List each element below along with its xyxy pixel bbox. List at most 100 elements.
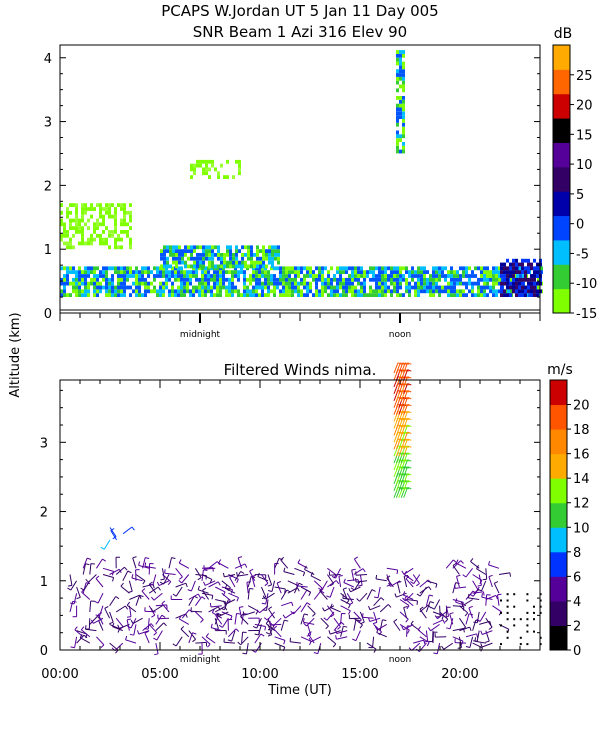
snr-cell <box>414 289 417 294</box>
wind-barb-feather <box>476 565 480 569</box>
snr-cell <box>156 293 159 297</box>
snr-cell <box>399 277 402 282</box>
snr-cell <box>414 285 417 290</box>
snr-cell <box>183 293 186 297</box>
snr-cell <box>184 253 187 257</box>
snr-cell <box>172 245 175 250</box>
snr-cell <box>506 274 509 278</box>
snr-cell <box>219 274 222 278</box>
snr-cell <box>202 264 205 269</box>
wind-barb-feather <box>159 581 164 585</box>
wind-barb-feather <box>85 625 87 630</box>
snr-cell <box>333 274 336 278</box>
snr-cell <box>232 264 235 269</box>
snr-cell <box>465 281 468 286</box>
snr-cell <box>537 277 540 282</box>
snr-cell <box>213 281 216 286</box>
snr-cell <box>285 293 288 297</box>
snr-cell <box>226 159 229 164</box>
snr-cell <box>84 281 87 286</box>
wind-barb-feather <box>229 575 234 578</box>
snr-cell <box>456 281 459 286</box>
snr-cell <box>138 293 141 297</box>
snr-cell <box>262 260 265 265</box>
wind-barb <box>260 586 267 598</box>
snr-cell <box>207 285 210 290</box>
wind-barb-feather <box>217 581 221 586</box>
wind-barb-feather <box>115 596 120 600</box>
snr-cell <box>384 281 387 286</box>
snr-cell <box>527 289 530 294</box>
wind-barb <box>163 574 170 585</box>
wind-barb <box>181 609 190 619</box>
snr-cell <box>333 293 336 297</box>
wind-barb-feather <box>446 627 451 630</box>
snr-cell <box>500 293 503 297</box>
snr-cell <box>205 163 208 168</box>
wind-barb-feather <box>358 584 363 587</box>
snr-cell <box>285 285 288 290</box>
wind-barb <box>403 487 409 498</box>
snr-cell <box>72 285 75 290</box>
snr-cell <box>216 281 219 286</box>
snr-cell <box>123 218 126 223</box>
snr-cell <box>271 256 274 261</box>
snr-cell <box>512 285 515 290</box>
snr-cell <box>144 270 147 274</box>
wind-calm-dot <box>539 636 542 639</box>
snr-cell <box>81 270 84 274</box>
snr-cell <box>162 289 165 294</box>
snr-cell <box>147 274 150 278</box>
snr-cell <box>234 274 237 278</box>
wind-barb <box>426 580 438 585</box>
snr-cell <box>201 277 204 282</box>
wind-barb <box>465 633 477 638</box>
snr-cell <box>396 134 399 139</box>
snr-cell <box>90 203 93 207</box>
snr-cell <box>276 285 279 290</box>
snr-cell <box>213 274 216 278</box>
snr-cell <box>366 293 369 297</box>
wind-barb <box>340 599 351 606</box>
snr-cell <box>235 264 238 269</box>
snr-cell <box>231 285 234 290</box>
snr-cell <box>240 270 243 274</box>
wind-barb <box>175 586 183 597</box>
snr-cell <box>498 281 501 286</box>
wind-barb-feather <box>407 390 412 393</box>
wind-barb-feather <box>251 649 256 653</box>
snr-cell <box>175 253 178 257</box>
snr-cell <box>282 277 285 282</box>
wind-barb-feather <box>242 611 245 616</box>
snr-cell <box>225 270 228 274</box>
wind-barb-feather <box>161 600 166 604</box>
wind-barb-feather <box>430 606 435 610</box>
snr-cell <box>453 293 456 297</box>
snr-cell <box>330 285 333 290</box>
wind-barb-feather <box>488 560 491 566</box>
wind-barb-feather <box>417 626 422 631</box>
snr-cell <box>384 289 387 294</box>
snr-cell <box>402 69 405 73</box>
snr-cell <box>330 289 333 294</box>
snr-cell <box>247 264 250 269</box>
snr-cell <box>78 277 81 282</box>
snr-cell <box>193 245 196 250</box>
wind-barb <box>79 637 91 644</box>
snr-cell <box>492 293 495 297</box>
snr-cell <box>297 270 300 274</box>
snr-cell <box>495 274 498 278</box>
wind-barb <box>452 636 464 642</box>
snr-cell <box>503 270 506 274</box>
snr-cell <box>171 281 174 286</box>
snr-cell <box>180 293 183 297</box>
snr-cell <box>153 266 156 271</box>
snr-cell <box>63 285 66 290</box>
snr-cell <box>175 264 178 269</box>
wind-barb-feather <box>386 575 391 579</box>
snr-cell <box>453 277 456 282</box>
wind-barb-feather <box>154 653 159 656</box>
snr-cell <box>168 277 171 282</box>
wind-barb-feather <box>249 588 254 590</box>
wind-barb-feather <box>255 610 259 615</box>
